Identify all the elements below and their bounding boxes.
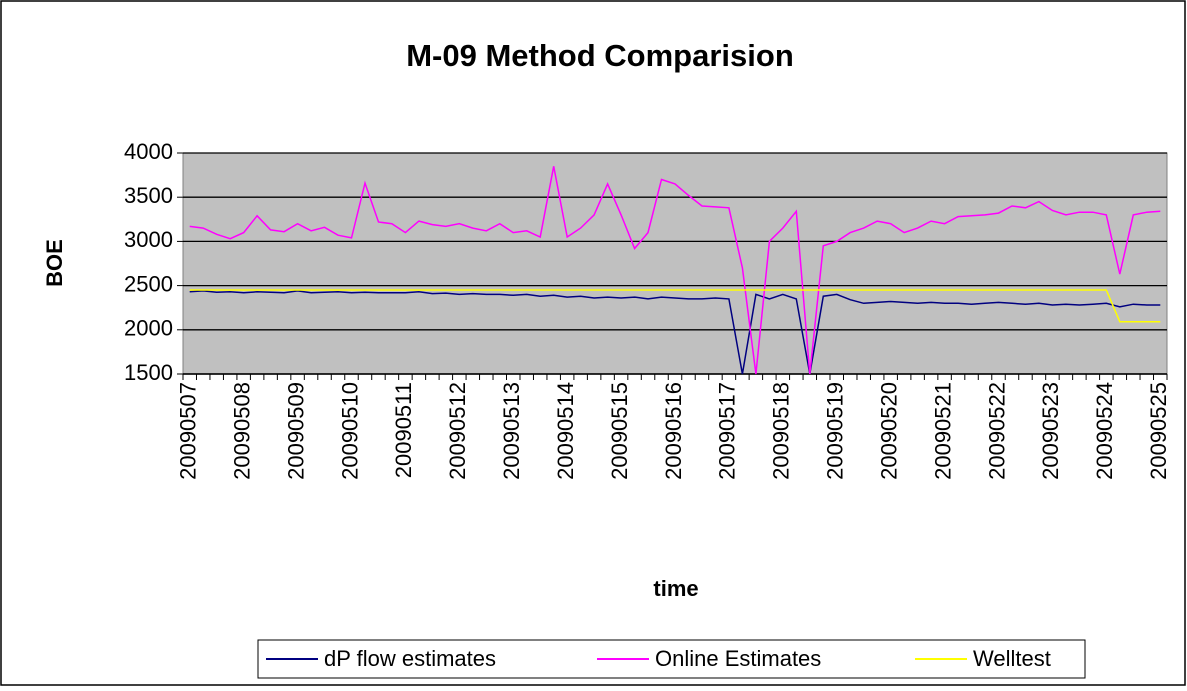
x-tick-label: 20090518: [769, 382, 794, 480]
x-tick-label: 20090510: [337, 382, 362, 480]
x-tick-label: 20090524: [1092, 382, 1117, 480]
y-tick-label: 3000: [124, 227, 173, 252]
x-tick-label: 20090515: [607, 382, 632, 480]
x-tick-label: 20090520: [876, 382, 901, 480]
x-tick-label: 20090512: [445, 382, 470, 480]
x-tick-label: 20090509: [283, 382, 308, 480]
y-tick-label: 1500: [124, 360, 173, 385]
y-tick-label: 2500: [124, 271, 173, 296]
legend-label: dP flow estimates: [324, 646, 496, 671]
plot-area: [182, 152, 1168, 375]
x-tick-label: 20090507: [176, 382, 201, 480]
chart-title: M-09 Method Comparision: [406, 38, 794, 73]
y-tick-label: 3500: [124, 183, 173, 208]
x-tick-label: 20090516: [661, 382, 686, 480]
x-tick-label: 20090511: [391, 382, 416, 478]
series-line: [189, 290, 1161, 375]
legend-label: Online Estimates: [655, 646, 821, 671]
y-axis-label: BOE: [42, 239, 67, 287]
x-tick-label: 20090508: [229, 382, 254, 480]
series-line: [189, 166, 1161, 375]
x-tick-label: 20090522: [984, 382, 1009, 480]
x-axis-label: time: [653, 576, 698, 601]
y-tick-label: 4000: [124, 139, 173, 164]
x-tick-label: 20090521: [930, 382, 955, 480]
x-tick-label: 20090519: [823, 382, 848, 480]
x-tick-label: 20090523: [1038, 382, 1063, 480]
legend-label: Welltest: [973, 646, 1051, 671]
series-line: [189, 289, 1161, 323]
x-tick-label: 20090513: [499, 382, 524, 480]
x-tick-label: 20090525: [1146, 382, 1171, 480]
x-tick-label: 20090514: [553, 382, 578, 480]
x-tick-label: 20090517: [715, 382, 740, 480]
y-tick-label: 2000: [124, 316, 173, 341]
